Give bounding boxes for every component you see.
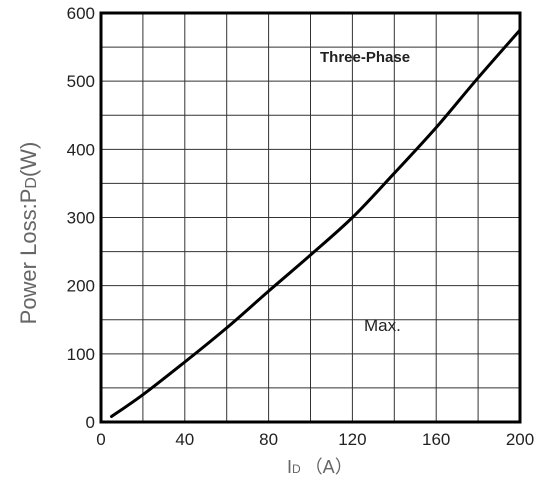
annotation-max: Max. [364, 316, 401, 335]
y-axis-title: Power Loss:PD(W) [16, 142, 41, 325]
x-axis-title-subscript: D [292, 462, 301, 476]
y-tick-label: 200 [67, 277, 95, 296]
y-axis-title-subscript: D [23, 177, 40, 189]
y-axis-title-main: Power Loss:P [16, 189, 41, 325]
y-tick-label: 400 [67, 140, 95, 159]
grid [101, 13, 520, 422]
y-tick-labels: 0 100 200 300 400 500 600 [67, 4, 95, 432]
x-tick-labels: 0 40 80 120 160 200 [96, 430, 534, 449]
x-tick-label: 80 [259, 430, 278, 449]
series-line-max [110, 28, 522, 418]
x-axis-title-unit: （A） [305, 457, 353, 477]
x-tick-label: 200 [506, 430, 534, 449]
x-axis-title-main: I [287, 457, 292, 477]
x-tick-label: 160 [422, 430, 450, 449]
plot-frame [99, 11, 522, 424]
x-tick-label: 40 [175, 430, 194, 449]
y-tick-label: 500 [67, 72, 95, 91]
y-tick-label: 600 [67, 4, 95, 23]
annotation-three-phase: Three-Phase [320, 49, 410, 66]
x-tick-label: 0 [96, 430, 105, 449]
y-tick-label: 100 [67, 345, 95, 364]
y-tick-label: 300 [67, 209, 95, 228]
y-axis-title-unit: (W) [16, 142, 41, 177]
y-tick-label: 0 [86, 413, 95, 432]
x-tick-label: 120 [338, 430, 366, 449]
x-axis-title: ID （A） [287, 457, 353, 477]
